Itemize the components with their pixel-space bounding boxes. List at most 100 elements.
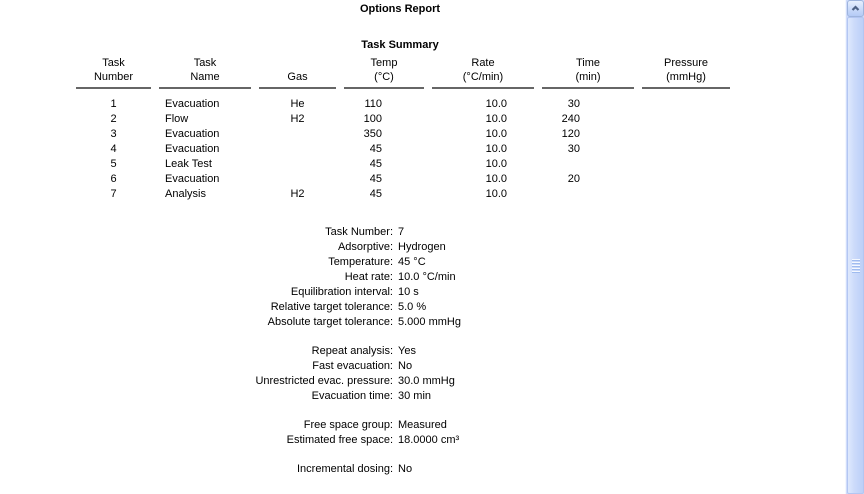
detail-line: Heat rate: 10.0 °C/min [0,270,800,285]
column-header-task-number: Task Number [72,56,155,89]
detail-line: Temperature: 45 °C [0,255,800,270]
detail-label: Equilibration interval: [290,286,393,298]
header-underline [259,87,336,89]
cell-time: 240 [561,113,580,125]
cell-rate: 10.0 [485,188,507,200]
dosing-group: Incremental dosing: No [0,462,800,477]
cell-pressure [638,142,734,157]
cell-pressure [638,127,734,142]
detail-label: Estimated free space: [286,434,393,446]
detail-label: Task Number: [325,226,393,238]
cell-gas [255,157,340,172]
cell-time: 30 [567,98,580,110]
detail-line: Task Number: 7 [0,225,800,240]
cell-gas: H2 [290,188,305,200]
cell-temp: 45 [369,143,382,155]
cell-task-number: 5 [110,158,117,170]
cell-time [538,157,638,172]
cell-pressure [638,157,734,172]
detail-label: Absolute target tolerance: [267,316,393,328]
table-header-row: Task Number Task Name Gas Temp (°C) Rate [72,56,730,89]
task-detail-group: Task Number: 7 Adsorptive: Hydrogen Temp… [0,225,800,330]
cell-task-number: 4 [110,143,117,155]
detail-line: Equilibration interval: 10 s [0,285,800,300]
free-space-group: Free space group: Measured Estimated fre… [0,418,800,448]
table-row: 3 Evacuation 350 10.0 120 [72,127,730,142]
detail-line: Unrestricted evac. pressure: 30.0 mmHg [0,374,800,389]
detail-value: No [398,463,413,475]
column-header-task-name: Task Name [155,56,255,89]
detail-line: Evacuation time: 30 min [0,389,800,404]
cell-task-name: Evacuation [165,173,220,185]
chevron-up-icon [850,3,861,14]
cell-rate: 10.0 [485,128,507,140]
detail-value: 30 min [398,390,432,402]
detail-value: 45 °C [398,256,426,268]
scrollbar-grip [851,259,860,273]
scrollbar-thumb[interactable] [847,17,864,494]
cell-time: 120 [561,128,580,140]
header-underline [344,87,424,89]
column-header-rate: Rate (°C/min) [428,56,538,89]
detail-line: Free space group: Measured [0,418,800,433]
cell-gas: He [290,98,305,110]
cell-gas [255,172,340,187]
table-row: 5 Leak Test 45 10.0 [72,157,730,172]
cell-gas [255,127,340,142]
detail-label: Evacuation time: [311,390,393,402]
cell-task-number: 3 [110,128,117,140]
cell-task-name: Evacuation [165,143,220,155]
table-body: 1 Evacuation He 110 10.0 30 2 Flow H2 10… [72,97,730,202]
header-underline [542,87,634,89]
cell-task-number: 1 [110,98,117,110]
detail-value: 18.0000 cm³ [398,434,460,446]
detail-value: 10.0 °C/min [398,271,456,283]
cell-temp: 110 [364,98,382,110]
detail-line: Estimated free space: 18.0000 cm³ [0,433,800,448]
cell-task-name: Leak Test [165,158,212,170]
detail-label: Temperature: [328,256,393,268]
detail-label: Heat rate: [344,271,393,283]
cell-task-number: 7 [110,188,117,200]
column-header-temp: Temp (°C) [340,56,428,89]
detail-value: 7 [398,226,405,238]
header-underline [642,87,730,89]
table-row: 6 Evacuation 45 10.0 20 [72,172,730,187]
cell-temp: 45 [369,158,382,170]
cell-rate: 10.0 [485,158,507,170]
cell-rate: 10.0 [485,98,507,110]
detail-line: Adsorptive: Hydrogen [0,240,800,255]
column-header-gas: Gas [255,56,340,89]
detail-label: Unrestricted evac. pressure: [255,375,393,387]
cell-gas: H2 [290,113,305,125]
cell-time: 20 [567,173,580,185]
detail-label: Incremental dosing: [297,463,393,475]
detail-value: 5.0 % [398,301,427,313]
table-row: 7 Analysis H2 45 10.0 [72,187,730,202]
detail-value: No [398,360,413,372]
cell-temp: 45 [369,188,382,200]
table-row: 2 Flow H2 100 10.0 240 [72,112,730,127]
column-header-pressure: Pressure (mmHg) [638,56,734,89]
cell-gas [255,142,340,157]
table-row: 4 Evacuation 45 10.0 30 [72,142,730,157]
scroll-up-button[interactable] [847,0,864,17]
cell-task-name: Flow [165,113,189,125]
cell-time: 30 [567,143,580,155]
detail-label: Fast evacuation: [312,360,393,372]
section-title: Task Summary [361,39,439,51]
cell-task-number: 2 [110,113,117,125]
detail-label: Relative target tolerance: [270,301,393,313]
analysis-options-group: Repeat analysis: Yes Fast evacuation: No… [0,344,800,404]
detail-line: Relative target tolerance: 5.0 % [0,300,800,315]
cell-temp: 45 [369,173,382,185]
detail-label: Free space group: [303,419,393,431]
header-underline [432,87,534,89]
detail-line: Absolute target tolerance: 5.000 mmHg [0,315,800,330]
vertical-scrollbar[interactable] [845,0,864,494]
report-page: Options Report Task Summary Task Number … [0,3,800,477]
detail-value: Yes [398,345,416,357]
detail-value: Measured [398,419,447,431]
scrollbar-track[interactable] [846,17,864,494]
detail-line: Repeat analysis: Yes [0,344,800,359]
